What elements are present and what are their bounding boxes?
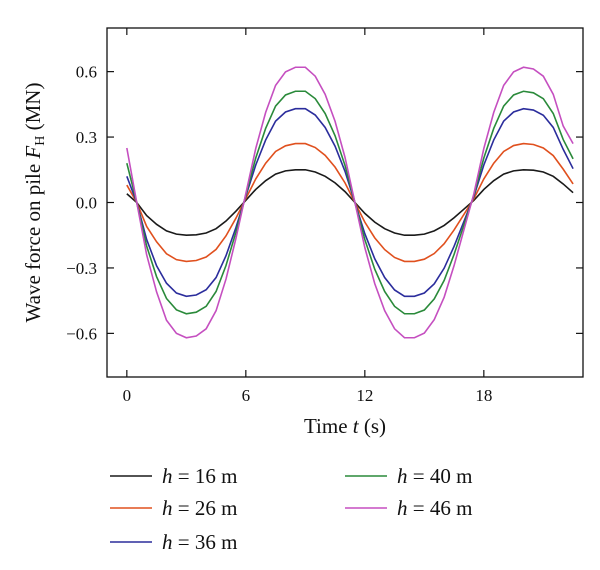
x-tick-label: 12 (356, 386, 373, 405)
legend-label-4: h = 40 m (397, 464, 472, 488)
x-tick-label: 18 (475, 386, 492, 405)
plot-frame (106, 27, 584, 378)
series-line-2 (126, 142, 574, 263)
y-tick-label: 0.3 (76, 128, 97, 147)
series-line-5 (126, 66, 574, 339)
y-tick-label: −0.3 (66, 259, 97, 278)
plot-area (126, 66, 574, 339)
legend-label-1: h = 16 m (162, 464, 237, 488)
x-tick-label: 0 (123, 386, 132, 405)
series-line-4 (126, 90, 574, 315)
legend: h = 16 m h = 26 m h = 36 m h = 40 m h = 46 m (110, 464, 472, 554)
axes: 0 6 12 18 0.6 0.3 0.0 −0.3 −0.6 Time t (s) Wave fo… (21, 27, 584, 438)
y-axis-title: Wave force on pile FH (MN) (21, 83, 48, 323)
x-tick-label: 6 (242, 386, 251, 405)
legend-label-3: h = 36 m (162, 530, 237, 554)
x-axis-title: Time t (s) (304, 414, 386, 438)
y-tick-label: −0.6 (66, 324, 97, 343)
legend-label-5: h = 46 m (397, 496, 472, 520)
series-line-1 (126, 168, 574, 237)
y-tick-label: 0.0 (76, 194, 97, 213)
series-line-3 (126, 107, 574, 298)
legend-label-2: h = 26 m (162, 496, 237, 520)
y-tick-label: 0.6 (76, 63, 97, 82)
